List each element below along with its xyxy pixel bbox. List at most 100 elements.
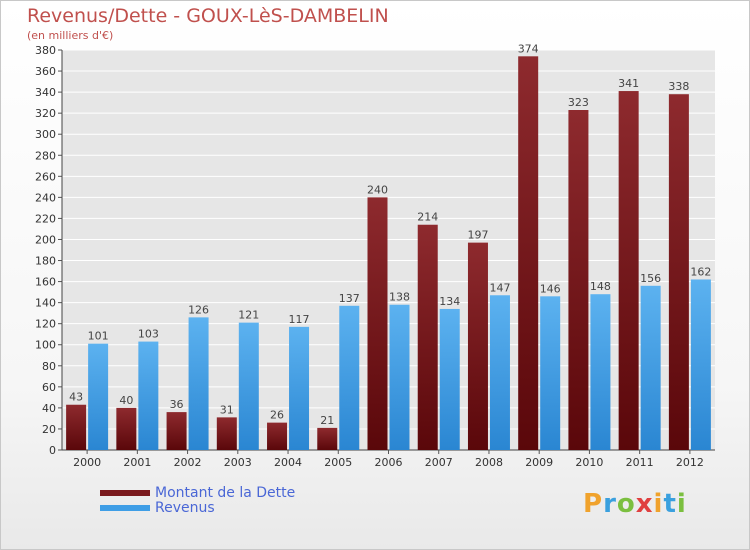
y-tick-label: 40 (42, 402, 56, 415)
y-tick-label: 340 (35, 86, 56, 99)
value-label-revenus: 137 (339, 292, 360, 305)
bar-revenus (489, 295, 510, 450)
logo-letter: i (676, 489, 687, 519)
value-label-dette: 43 (69, 391, 83, 404)
y-tick-label: 0 (49, 444, 56, 457)
x-tick-label: 2008 (475, 456, 503, 469)
bar-dette (568, 110, 589, 450)
bar-dette (166, 412, 187, 450)
proxiti-logo: Proxiti (583, 489, 687, 519)
bar-revenus (339, 305, 360, 450)
bar-dette (267, 422, 288, 450)
y-tick-label: 100 (35, 339, 56, 352)
x-tick-label: 2012 (676, 456, 704, 469)
y-tick-label: 300 (35, 128, 56, 141)
x-tick-label: 2000 (73, 456, 101, 469)
value-label-dette: 374 (518, 42, 539, 55)
x-tick-label: 2009 (525, 456, 553, 469)
bar-dette (618, 91, 639, 450)
value-label-dette: 338 (668, 80, 689, 93)
value-label-dette: 26 (270, 409, 284, 422)
value-label-revenus: 138 (389, 291, 410, 304)
bar-dette (467, 242, 488, 450)
value-label-dette: 197 (467, 229, 488, 242)
x-tick-label: 2004 (274, 456, 302, 469)
x-tick-label: 2006 (375, 456, 403, 469)
logo-letter: o (616, 489, 636, 519)
value-label-revenus: 126 (188, 303, 209, 316)
y-tick-label: 280 (35, 149, 56, 162)
x-tick-label: 2002 (174, 456, 202, 469)
x-tick-label: 2010 (575, 456, 603, 469)
bar-revenus (389, 304, 410, 450)
bar-revenus (640, 285, 661, 450)
value-label-dette: 21 (320, 414, 334, 427)
logo-letter: P (583, 489, 604, 519)
y-tick-label: 220 (35, 212, 56, 225)
y-tick-label: 140 (35, 297, 56, 310)
logo-letter: r (603, 489, 617, 519)
value-label-revenus: 146 (540, 282, 561, 295)
x-tick-label: 2003 (224, 456, 252, 469)
logo-letter: t (663, 489, 677, 519)
x-tick-label: 2007 (425, 456, 453, 469)
bar-revenus (439, 308, 460, 450)
bar-revenus (540, 296, 561, 450)
y-tick-label: 120 (35, 318, 56, 331)
value-label-revenus: 134 (439, 295, 460, 308)
value-label-revenus: 103 (138, 328, 159, 341)
y-tick-label: 380 (35, 44, 56, 57)
bar-revenus (690, 279, 711, 450)
logo-letter: i (653, 489, 664, 519)
bar-dette (66, 404, 87, 450)
y-tick-label: 20 (42, 423, 56, 436)
value-label-dette: 323 (568, 96, 589, 109)
bar-dette (216, 417, 237, 450)
y-tick-label: 200 (35, 233, 56, 246)
y-tick-label: 180 (35, 255, 56, 268)
value-label-revenus: 147 (489, 281, 510, 294)
value-label-revenus: 117 (289, 313, 310, 326)
bar-dette (518, 56, 539, 450)
bar-dette (116, 407, 137, 450)
y-tick-label: 360 (35, 65, 56, 78)
y-tick-label: 80 (42, 360, 56, 373)
y-tick-label: 320 (35, 107, 56, 120)
bar-revenus (88, 343, 109, 450)
y-tick-label: 60 (42, 381, 56, 394)
chart-title: Revenus/Dette - GOUX-LèS-DAMBELIN (27, 5, 389, 27)
x-tick-label: 2001 (123, 456, 151, 469)
x-tick-label: 2005 (324, 456, 352, 469)
value-label-dette: 36 (170, 398, 184, 411)
legend-swatch-revenus (100, 505, 150, 511)
x-tick-label: 2011 (626, 456, 654, 469)
bar-dette (367, 197, 388, 450)
value-label-dette: 341 (618, 77, 639, 90)
value-label-revenus: 148 (590, 280, 611, 293)
value-label-dette: 240 (367, 183, 388, 196)
bar-dette (417, 224, 438, 450)
value-label-dette: 214 (417, 211, 438, 224)
value-label-revenus: 156 (640, 272, 661, 285)
plot-area (62, 50, 715, 450)
value-label-dette: 40 (119, 394, 133, 407)
bar-revenus (188, 317, 209, 450)
logo-letter: x (635, 489, 654, 519)
value-label-revenus: 101 (88, 330, 109, 343)
bar-revenus (289, 326, 310, 450)
legend-swatch-dette (100, 490, 150, 496)
value-label-dette: 31 (220, 403, 234, 416)
chart-subtitle: (en milliers d'€) (27, 29, 114, 42)
value-label-revenus: 162 (690, 265, 711, 278)
bar-dette (317, 427, 338, 450)
value-label-revenus: 121 (238, 309, 259, 322)
y-tick-label: 240 (35, 191, 56, 204)
legend-label-dette: Montant de la Dette (155, 485, 296, 501)
bar-revenus (138, 341, 159, 450)
y-tick-label: 160 (35, 276, 56, 289)
bar-revenus (238, 322, 259, 450)
bar-dette (668, 94, 689, 451)
y-tick-label: 260 (35, 170, 56, 183)
legend-label-revenus: Revenus (155, 500, 215, 516)
